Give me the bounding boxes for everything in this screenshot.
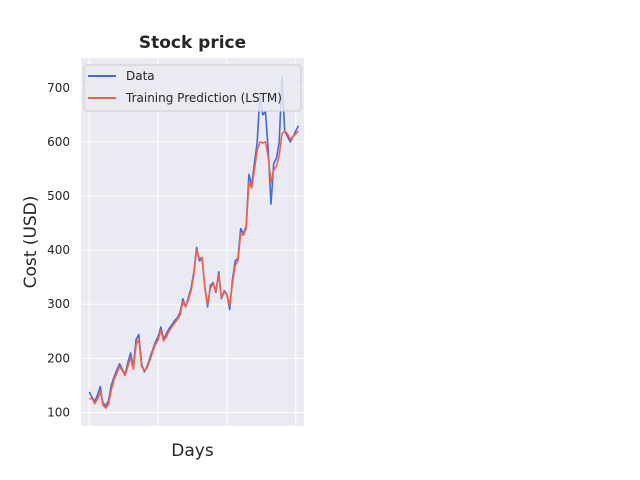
legend: Data Training Prediction (LSTM)	[83, 64, 302, 112]
y-tick-label: 600	[47, 135, 70, 149]
legend-label-lstm: Training Prediction (LSTM)	[125, 91, 282, 105]
y-tick-label: 200	[47, 351, 70, 365]
legend-box	[83, 64, 302, 112]
y-tick-label: 500	[47, 189, 70, 203]
plot-area	[81, 58, 304, 426]
series-line-lstm	[89, 130, 300, 409]
y-tick-label: 700	[47, 81, 70, 95]
y-axis-label: Cost (USD)	[21, 196, 41, 289]
grid-lines	[81, 58, 304, 426]
x-axis-label: Days	[171, 441, 214, 461]
y-tick-labels: 100 200 300 400 500 600 700	[47, 81, 70, 420]
y-tick-label: 400	[47, 243, 70, 257]
legend-label-data: Data	[126, 69, 155, 83]
chart-title: Stock price	[139, 33, 246, 53]
y-tick-label: 100	[47, 405, 70, 419]
y-tick-label: 300	[47, 297, 70, 311]
